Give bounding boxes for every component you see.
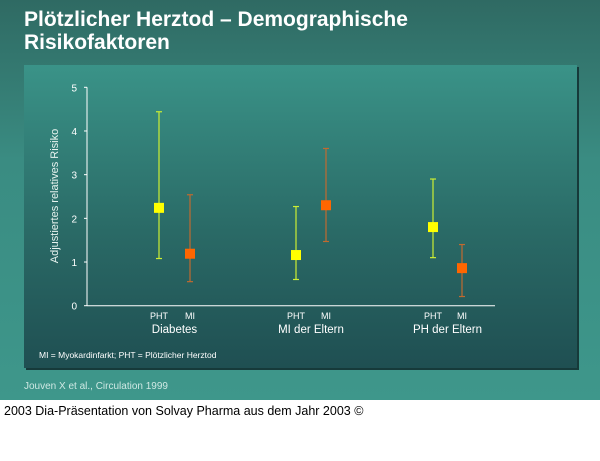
title-line-1: Plötzlicher Herztod – Demographische: [24, 8, 408, 31]
group-label: PH der Eltern: [413, 324, 482, 336]
y-tick-label: 5: [71, 83, 77, 94]
data-point: [154, 202, 164, 213]
chart: 0 1 2 3 4 5 Diabetes PHT MI MI der Eltern PHT MI PH …: [39, 83, 482, 360]
y-tick-label: 4: [71, 127, 77, 138]
data-point: [428, 222, 438, 233]
title-line-2: Risikofaktoren: [24, 31, 170, 54]
slide-title: Plötzlicher Herztod – Demographische Ris…: [24, 8, 584, 54]
group-label: MI der Eltern: [278, 324, 344, 336]
series-label: MI: [457, 311, 467, 321]
data-point: [185, 248, 195, 259]
footer-caption: 2003 Dia-Präsentation von Solvay Pharma …: [4, 404, 364, 418]
data-point: [321, 200, 331, 211]
data-point: [291, 250, 301, 261]
citation: Jouven X et al., Circulation 1999: [24, 381, 168, 392]
series-label: MI: [185, 311, 195, 321]
y-tick-label: 0: [71, 302, 77, 313]
abbreviations-note: MI = Myokardinfarkt; PHT = Plötzlicher H…: [39, 350, 217, 360]
series-label: PHT: [287, 311, 306, 321]
series-label: PHT: [150, 311, 169, 321]
y-tick-label: 2: [71, 214, 77, 225]
group-label: Diabetes: [152, 324, 198, 336]
y-axis-label: Adjustiertes relatives Risiko: [49, 129, 61, 264]
y-tick-label: 3: [71, 171, 77, 182]
slide: Plötzlicher Herztod – Demographische Ris…: [0, 0, 600, 400]
series-label: MI: [321, 311, 331, 321]
series-label: PHT: [424, 311, 443, 321]
y-tick-label: 1: [71, 258, 77, 269]
data-point: [457, 263, 467, 274]
chart-panel: [24, 65, 577, 368]
